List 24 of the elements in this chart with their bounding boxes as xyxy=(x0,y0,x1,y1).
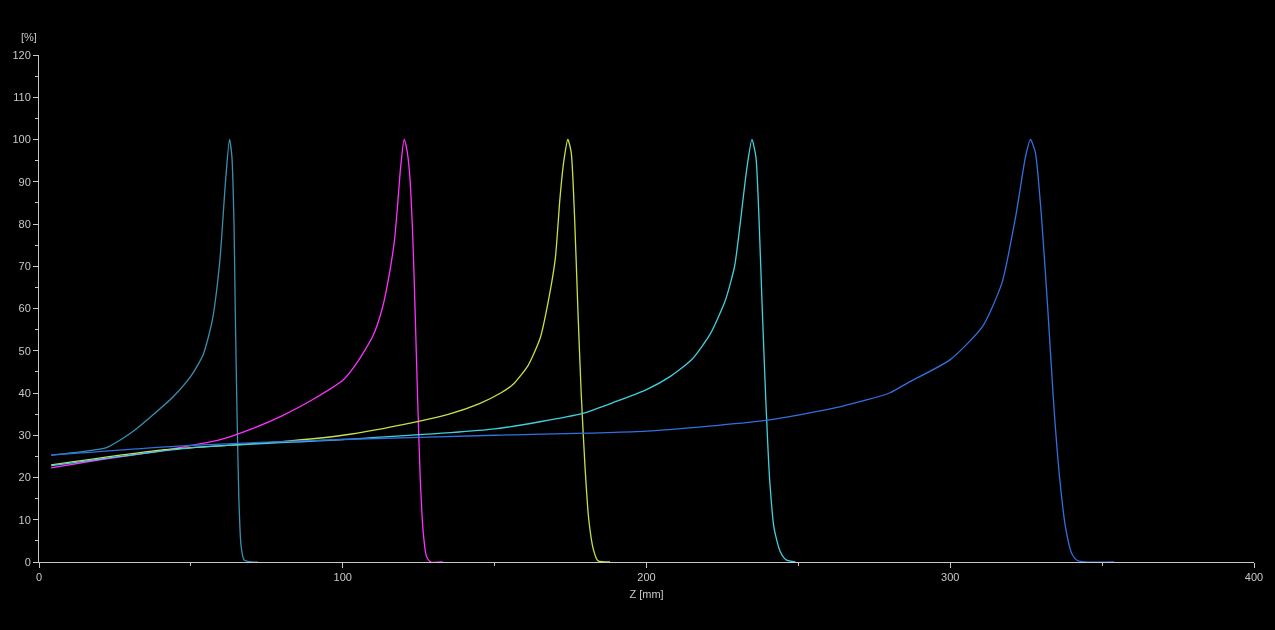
y-tick-label: 100 xyxy=(12,133,31,146)
y-tick-label: 90 xyxy=(18,175,31,188)
y-axis-title: [%] xyxy=(21,31,37,43)
y-tick-label: 40 xyxy=(18,386,31,399)
x-tick-label: 200 xyxy=(637,571,656,584)
y-tick-label: 10 xyxy=(18,513,31,526)
y-tick-label: 50 xyxy=(18,344,31,357)
y-tick-label: 80 xyxy=(18,217,31,230)
y-tick-label: 20 xyxy=(18,471,31,484)
x-tick-label: 100 xyxy=(333,571,352,584)
y-tick-label: 110 xyxy=(13,91,31,104)
line-series xyxy=(50,138,611,562)
y-tick-label: 60 xyxy=(18,302,31,315)
x-axis-title: Z [mm] xyxy=(629,588,664,601)
x-tick-label: 400 xyxy=(1244,571,1264,584)
y-tick-label: 120 xyxy=(12,48,31,61)
x-tick-label: 300 xyxy=(941,571,960,584)
x-tick-label: 0 xyxy=(35,571,43,584)
y-tick-label: 30 xyxy=(18,429,31,442)
line-series xyxy=(50,138,444,562)
line-series xyxy=(50,138,796,562)
y-tick-label: 70 xyxy=(18,260,31,273)
y-tick-label: 0 xyxy=(24,555,31,568)
line-series xyxy=(50,138,1115,562)
